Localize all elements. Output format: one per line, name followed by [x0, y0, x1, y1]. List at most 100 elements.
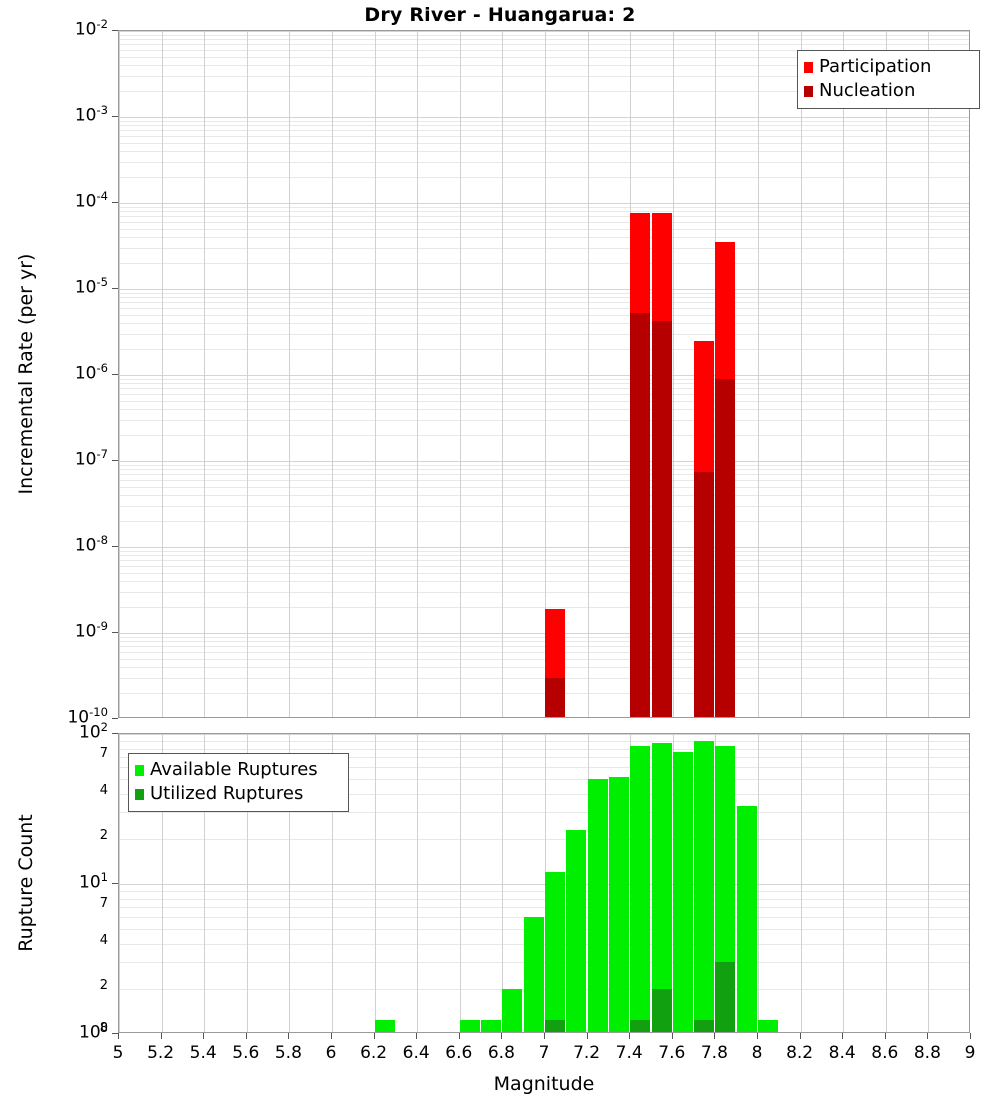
- top-gridline-minor: [119, 349, 969, 350]
- bottom-gridline-minor: [119, 812, 969, 813]
- x-tick: [842, 1033, 843, 1039]
- top-gridline-minor: [119, 465, 969, 466]
- top-gridline-minor: [119, 607, 969, 608]
- legend-item[interactable]: Participation: [804, 55, 972, 79]
- top-gridline-minor: [119, 216, 969, 217]
- top-y-tick: [112, 632, 118, 633]
- bottom-gridline-minor: [119, 907, 969, 908]
- top-gridline-minor: [119, 91, 969, 92]
- legend-item[interactable]: Available Ruptures: [135, 758, 341, 782]
- legend-swatch-utilized: [135, 788, 144, 800]
- x-ticklabel: 7.4: [615, 1043, 643, 1063]
- available-ruptures-bar: [588, 779, 608, 1032]
- x-ticklabel: 6: [325, 1043, 337, 1063]
- x-tick: [885, 1033, 886, 1039]
- x-ticklabel: 6.4: [402, 1043, 430, 1063]
- top-y-tick: [112, 460, 118, 461]
- top-gridline-vertical: [545, 31, 546, 717]
- top-gridline-major: [119, 117, 969, 118]
- nucleation-bar: [715, 379, 735, 717]
- bottom-gridline-vertical: [460, 734, 461, 1032]
- x-tick: [587, 1033, 588, 1039]
- top-gridline-minor: [119, 495, 969, 496]
- available-ruptures-bar: [630, 746, 650, 1032]
- bottom-y-minor-ticklabel: 8: [99, 1021, 108, 1036]
- top-gridline-minor: [119, 521, 969, 522]
- legend-swatch-participation: [804, 61, 813, 73]
- top-gridline-major: [119, 633, 969, 634]
- nucleation-bar: [694, 472, 714, 717]
- top-gridline-minor: [119, 237, 969, 238]
- x-ticklabel: 6.6: [445, 1043, 473, 1063]
- top-gridline-vertical: [332, 31, 333, 717]
- top-gridline-minor: [119, 551, 969, 552]
- bottom-gridline-minor: [119, 749, 969, 750]
- x-tick: [118, 1033, 119, 1039]
- available-ruptures-bar: [460, 1020, 480, 1032]
- top-gridline-vertical: [673, 31, 674, 717]
- bottom-gridline-major: [119, 734, 969, 735]
- available-ruptures-bar: [694, 741, 714, 1032]
- top-gridline-minor: [119, 143, 969, 144]
- nucleation-bar: [630, 313, 650, 717]
- available-ruptures-bar: [481, 1020, 501, 1032]
- top-gridline-minor: [119, 125, 969, 126]
- nucleation-bar: [652, 321, 672, 717]
- legend-label: Available Ruptures: [150, 759, 318, 780]
- top-y-tick: [112, 30, 118, 31]
- x-ticklabel: 5.8: [274, 1043, 302, 1063]
- x-ticklabel: 5.2: [147, 1043, 175, 1063]
- legend-item[interactable]: Utilized Ruptures: [135, 782, 341, 806]
- legend-item[interactable]: Nucleation: [804, 79, 972, 103]
- top-gridline-vertical: [886, 31, 887, 717]
- x-tick: [629, 1033, 630, 1039]
- bottom-gridline-vertical: [758, 734, 759, 1032]
- utilized-ruptures-bar: [694, 1020, 714, 1032]
- top-gridline-vertical: [162, 31, 163, 717]
- top-gridline-minor: [119, 297, 969, 298]
- legend-label: Nucleation: [819, 80, 916, 101]
- bottom-gridline-minor: [119, 899, 969, 900]
- x-tick: [757, 1033, 758, 1039]
- top-gridline-minor: [119, 121, 969, 122]
- bottom-y-minor-ticklabel: 4: [99, 782, 108, 798]
- x-ticklabel: 6.2: [360, 1043, 388, 1063]
- top-gridline-minor: [119, 394, 969, 395]
- top-gridline-vertical: [204, 31, 205, 717]
- x-tick: [374, 1033, 375, 1039]
- bottom-gridline-vertical: [502, 734, 503, 1032]
- top-gridline-minor: [119, 506, 969, 507]
- x-tick: [331, 1033, 332, 1039]
- bottom-gridline-minor: [119, 741, 969, 742]
- utilized-ruptures-bar: [652, 989, 672, 1032]
- top-gridline-minor: [119, 44, 969, 45]
- x-tick: [203, 1033, 204, 1039]
- bottom-y-ticklabel: 100: [79, 1020, 108, 1043]
- x-axis-label: Magnitude: [493, 1073, 595, 1095]
- top-gridline-minor: [119, 334, 969, 335]
- top-y-tick: [112, 374, 118, 375]
- bottom-gridline-minor: [119, 767, 969, 768]
- top-y-tick: [112, 116, 118, 117]
- bottom-y-minor-ticklabel: 2: [99, 977, 108, 993]
- top-gridline-vertical: [843, 31, 844, 717]
- bottom-gridline-minor: [119, 757, 969, 758]
- x-ticklabel: 5.6: [232, 1043, 260, 1063]
- top-gridline-minor: [119, 162, 969, 163]
- top-gridline-major: [119, 289, 969, 290]
- bottom-gridline-minor: [119, 839, 969, 840]
- top-gridline-minor: [119, 678, 969, 679]
- x-ticklabel: 8.8: [913, 1043, 941, 1063]
- x-ticklabel: 6.8: [487, 1043, 515, 1063]
- bottom-gridline-vertical: [928, 734, 929, 1032]
- top-gridline-major: [119, 547, 969, 548]
- top-y-ticklabel: 10-8: [74, 533, 108, 556]
- bottom-panel-ylabel: Rupture Count: [15, 814, 37, 952]
- bottom-gridline-major: [119, 884, 969, 885]
- top-panel-legend: Participation Nucleation: [797, 50, 980, 109]
- top-gridline-minor: [119, 409, 969, 410]
- top-gridline-vertical: [502, 31, 503, 717]
- top-gridline-minor: [119, 641, 969, 642]
- top-gridline-minor: [119, 480, 969, 481]
